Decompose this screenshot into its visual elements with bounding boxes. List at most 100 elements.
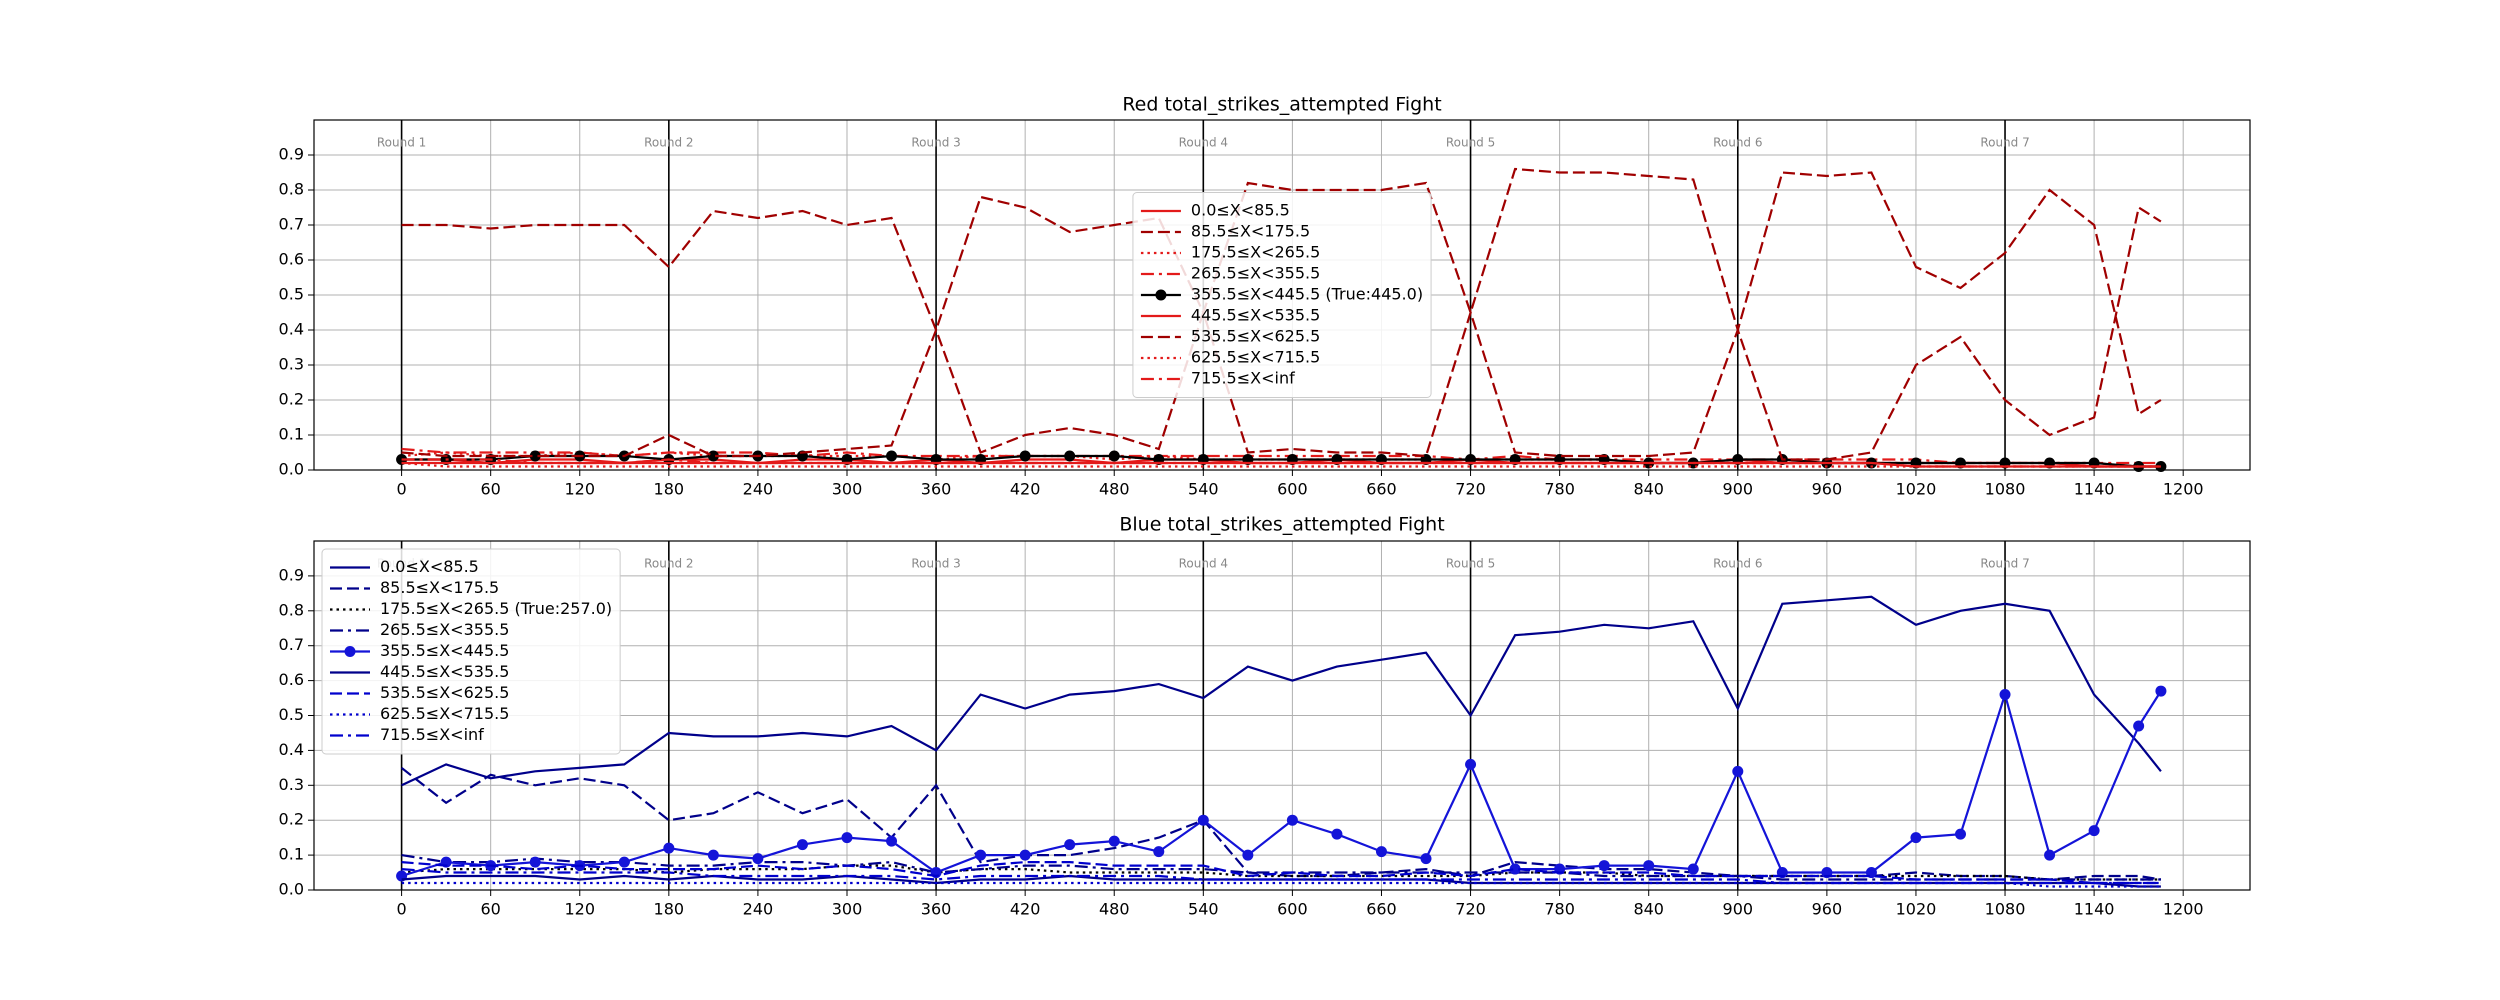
x-tick-label: 1080 (1985, 900, 2026, 919)
y-tick-label: 0.7 (279, 215, 304, 234)
series-marker (529, 856, 541, 868)
x-tick-label: 360 (921, 900, 952, 919)
y-tick-label: 0.2 (279, 810, 304, 829)
y-tick-label: 0.8 (279, 180, 304, 199)
x-tick-label: 300 (832, 480, 863, 499)
round-label: Round 4 (1179, 557, 1228, 571)
x-tick-label: 900 (1723, 480, 1754, 499)
x-tick-label: 240 (743, 900, 774, 919)
legend-label: 355.5≤X<445.5 (True:445.0) (1191, 285, 1423, 304)
legend-label: 445.5≤X<535.5 (380, 662, 509, 681)
series-marker (1242, 849, 1254, 861)
x-tick-label: 1140 (2074, 480, 2115, 499)
x-tick-label: 660 (1366, 480, 1397, 499)
series-marker (1064, 839, 1076, 851)
series-marker (1064, 450, 1076, 462)
series-marker (1286, 814, 1298, 826)
y-tick-label: 0.6 (279, 670, 304, 689)
x-tick-label: 600 (1277, 900, 1308, 919)
legend-label: 0.0≤X<85.5 (1191, 201, 1290, 220)
y-tick-label: 0.1 (279, 845, 304, 864)
round-label: Round 4 (1179, 136, 1228, 150)
round-label: Round 7 (1980, 136, 2029, 150)
series-marker (796, 839, 808, 851)
y-tick-label: 0.5 (279, 705, 304, 724)
x-tick-label: 300 (832, 900, 863, 919)
series-marker (1954, 828, 1966, 840)
series-marker (529, 450, 541, 462)
x-tick-label: 180 (654, 480, 685, 499)
series-line (401, 881, 2161, 888)
x-tick-label: 600 (1277, 480, 1308, 499)
legend-box (1132, 192, 1432, 398)
round-label: Round 6 (1713, 557, 1762, 571)
series-marker (2155, 685, 2167, 697)
x-tick-label: 420 (1010, 480, 1041, 499)
legend-label: 175.5≤X<265.5 (1191, 243, 1320, 262)
y-tick-label: 0.8 (279, 600, 304, 619)
y-tick-label: 0.3 (279, 775, 304, 794)
x-tick-label: 360 (921, 480, 952, 499)
x-tick-label: 120 (564, 480, 595, 499)
series-marker (1108, 835, 1120, 847)
x-tick-label: 60 (480, 900, 500, 919)
series-marker (2088, 825, 2100, 837)
series-marker (1732, 765, 1744, 777)
x-tick-label: 420 (1010, 900, 1041, 919)
series-line (401, 861, 2161, 885)
series-marker (663, 842, 675, 854)
legend-label: 445.5≤X<535.5 (1191, 306, 1320, 325)
round-label: Round 3 (911, 557, 960, 571)
x-tick-label: 180 (654, 900, 685, 919)
series-line (401, 458, 2161, 468)
x-tick-label: 1200 (2163, 480, 2204, 499)
x-tick-label: 840 (1633, 480, 1664, 499)
round-label: Round 5 (1446, 136, 1495, 150)
series-marker (2044, 849, 2056, 861)
series-marker (707, 450, 719, 462)
legend-label: 715.5≤X<inf (380, 725, 484, 744)
series-line (400, 767, 2162, 881)
series-marker (841, 832, 853, 844)
plot-area (396, 595, 2167, 888)
round-label: Round 3 (911, 136, 960, 150)
x-tick-label: 120 (564, 900, 595, 919)
series-line (401, 461, 2161, 468)
series-line (401, 868, 2161, 885)
x-tick-label: 60 (480, 480, 500, 499)
series-marker (975, 849, 987, 861)
x-tick-label: 780 (1544, 900, 1575, 919)
series-marker (1598, 860, 1610, 872)
x-tick-label: 720 (1455, 900, 1486, 919)
series-marker (707, 849, 719, 861)
y-tick-label: 0.4 (279, 740, 304, 759)
series-marker (886, 835, 898, 847)
series-marker (618, 856, 630, 868)
legend-label: 85.5≤X<175.5 (1191, 222, 1310, 241)
legend-label: 0.0≤X<85.5 (380, 557, 479, 576)
y-tick-label: 0.1 (279, 425, 304, 444)
y-tick-label: 0.9 (279, 565, 304, 584)
legend-marker (344, 646, 356, 657)
y-tick-label: 0.5 (279, 285, 304, 304)
x-tick-label: 900 (1723, 900, 1754, 919)
series-marker (1643, 860, 1655, 872)
legend-label: 175.5≤X<265.5 (True:257.0) (380, 599, 612, 618)
x-tick-label: 540 (1188, 480, 1219, 499)
y-tick-label: 0.0 (279, 460, 304, 479)
series-line (401, 167, 2162, 416)
legend-label: 355.5≤X<445.5 (380, 641, 509, 660)
plot-area (396, 167, 2167, 472)
x-tick-label: 1140 (2074, 900, 2115, 919)
series-marker (1375, 846, 1387, 858)
series-marker (1108, 450, 1120, 462)
series-marker (1420, 853, 1432, 865)
series-marker (1153, 846, 1165, 858)
legend-label: 265.5≤X<355.5 (1191, 264, 1320, 283)
legend-marker (1155, 289, 1167, 301)
legend-label: 535.5≤X<625.5 (1191, 327, 1320, 346)
x-tick-label: 960 (1812, 900, 1843, 919)
series-marker (1465, 758, 1477, 770)
